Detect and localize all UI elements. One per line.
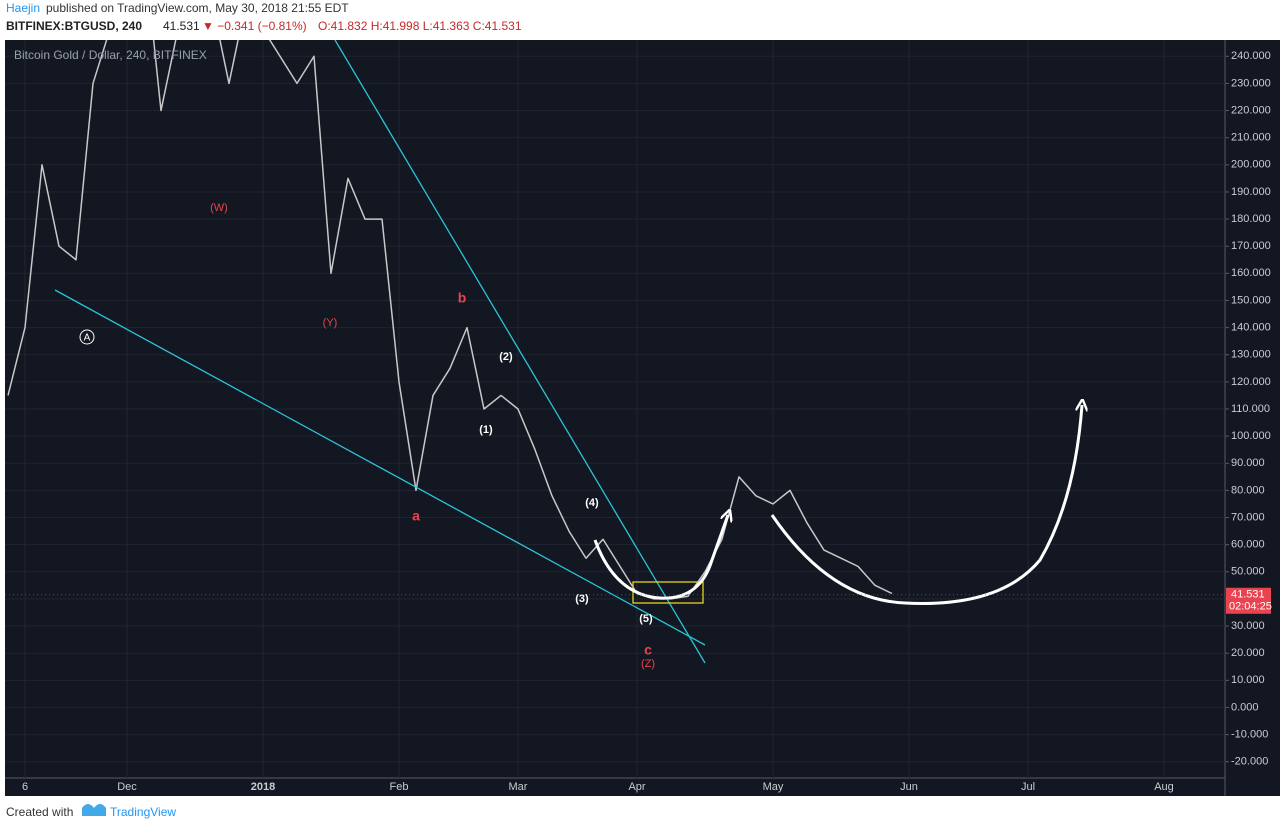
wave-label: A xyxy=(84,333,91,344)
published: published on TradingView.com, May 30, 20… xyxy=(46,1,349,15)
symbol: BITFINEX:BTGUSD, 240 xyxy=(6,19,142,33)
y-tick-label: 0.000 xyxy=(1231,701,1259,713)
last-price: 41.531 xyxy=(163,19,200,33)
y-tick-label: 140.000 xyxy=(1231,322,1271,334)
y-tick-label: 120.000 xyxy=(1231,376,1271,388)
y-tick-label: 210.000 xyxy=(1231,132,1271,144)
x-tick-label: May xyxy=(763,781,784,793)
wave-label: (4) xyxy=(585,497,599,509)
y-tick-label: 230.000 xyxy=(1231,77,1271,89)
x-tick-label: Mar xyxy=(509,781,528,793)
wave-label: a xyxy=(412,508,420,524)
wave-label: c xyxy=(644,642,652,658)
y-tick-label: 200.000 xyxy=(1231,159,1271,171)
wave-label: (Z) xyxy=(641,658,655,670)
y-tick-label: 240.000 xyxy=(1231,50,1271,62)
x-tick-label: Apr xyxy=(628,781,645,793)
chart-area xyxy=(5,40,1280,796)
price-countdown: 02:04:25 xyxy=(1229,601,1272,613)
y-tick-label: 170.000 xyxy=(1231,240,1271,252)
y-tick-label: 220.000 xyxy=(1231,104,1271,116)
y-tick-label: 90.000 xyxy=(1231,457,1265,469)
tradingview-logo xyxy=(82,804,106,816)
x-tick-label: Dec xyxy=(117,781,137,793)
drawings xyxy=(54,40,1082,664)
x-tick-label: Jul xyxy=(1021,781,1035,793)
y-tick-label: -10.000 xyxy=(1231,728,1268,740)
y-tick-label: 30.000 xyxy=(1231,620,1265,632)
y-tick-label: 20.000 xyxy=(1231,647,1265,659)
x-tick-label: Jun xyxy=(900,781,918,793)
footer-brand[interactable]: TradingView xyxy=(110,805,176,819)
y-tick-label: 50.000 xyxy=(1231,566,1265,578)
trendline xyxy=(54,289,706,646)
x-tick-label: 2018 xyxy=(251,781,275,793)
range-box xyxy=(632,581,704,604)
footer-created: Created with xyxy=(6,805,73,819)
ohlc: O:41.832 H:41.998 L:41.363 C:41.531 xyxy=(318,19,522,33)
annotations: (W) (Y) b a (2) (1) (4) (3) (5) c(Z) A xyxy=(84,202,655,670)
y-tick-label: 60.000 xyxy=(1231,539,1265,551)
y-tick-label: 80.000 xyxy=(1231,484,1265,496)
wave-label: (Y) xyxy=(323,317,338,329)
change: ▼ −0.341 (−0.81%) xyxy=(202,19,307,33)
y-tick-label: 180.000 xyxy=(1231,213,1271,225)
projection-curve xyxy=(593,515,728,600)
y-tick-label: 130.000 xyxy=(1231,349,1271,361)
y-tick-label: 10.000 xyxy=(1231,674,1265,686)
trendline xyxy=(334,40,706,664)
wave-circle xyxy=(79,329,95,345)
y-tick-label: 150.000 xyxy=(1231,294,1271,306)
wave-label: (2) xyxy=(499,351,513,363)
x-tick-label: Feb xyxy=(390,781,409,793)
y-tick-label: 160.000 xyxy=(1231,267,1271,279)
wave-label: (W) xyxy=(210,202,228,214)
projection-curve xyxy=(770,405,1082,605)
author[interactable]: Haejin xyxy=(6,1,40,15)
y-tick-label: 110.000 xyxy=(1231,403,1270,415)
wave-label: (1) xyxy=(479,424,493,436)
chart-title: Bitcoin Gold / Dollar, 240, BITFINEX xyxy=(14,48,207,62)
wave-label: b xyxy=(458,290,467,306)
price-tag: 41.531 xyxy=(1231,589,1265,601)
y-tick-label: 70.000 xyxy=(1231,511,1265,523)
y-tick-label: -20.000 xyxy=(1231,756,1268,768)
series xyxy=(7,40,893,600)
y-tick-label: 190.000 xyxy=(1231,186,1271,198)
price-tag-bg xyxy=(1226,587,1271,614)
grid xyxy=(5,40,1229,778)
wave-label: (3) xyxy=(575,593,589,605)
x-tick-label: 6 xyxy=(22,781,28,793)
x-tick-label: Aug xyxy=(1154,781,1174,793)
price-line xyxy=(7,40,893,600)
y-tick-label: 100.000 xyxy=(1231,430,1271,442)
wave-label: (5) xyxy=(639,613,653,625)
